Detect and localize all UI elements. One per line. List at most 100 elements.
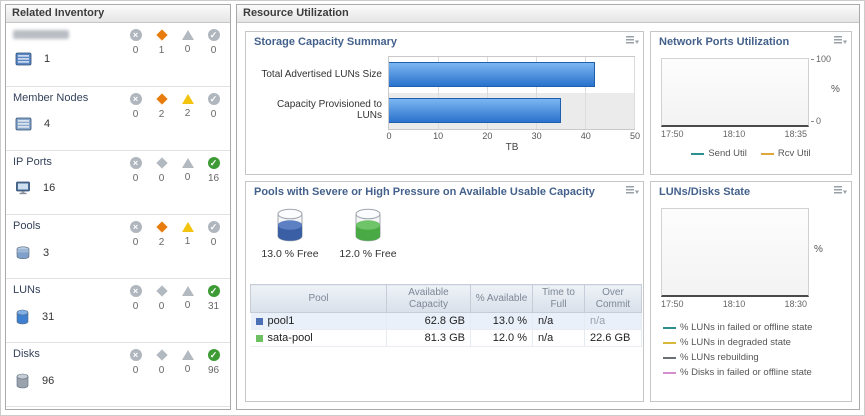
inventory-item-name: IP Ports	[13, 156, 52, 168]
gridline	[585, 57, 586, 129]
status-count: 1	[158, 45, 165, 56]
status-warning: 0	[175, 285, 200, 338]
fatal-status-icon: ×	[129, 93, 142, 105]
status-normal: ✓ 31	[201, 285, 226, 338]
x-axis-label: TB	[505, 142, 519, 153]
legend-item: Rcv Util	[760, 148, 811, 159]
x-tick-label: 0	[386, 131, 392, 141]
storage-capacity-title: Storage Capacity Summary	[254, 36, 398, 48]
pool-name-cell: pool1	[250, 312, 387, 330]
normal-status-icon: ✓	[207, 285, 220, 297]
inventory-item-count: 31	[42, 311, 55, 323]
status-normal: ✓ 0	[201, 93, 226, 146]
status-count: 1	[184, 236, 191, 247]
x-axis-ticks: 0 10 20 30 40 50	[386, 130, 640, 141]
network-ports-box: Network Ports Utilization 100 0 % 17:50 1…	[650, 31, 852, 175]
lun-icon	[15, 309, 30, 325]
legend-item: % LUNs in degraded state	[663, 337, 812, 348]
status-count: 0	[132, 237, 139, 248]
y-axis-max-label: 100	[811, 54, 831, 64]
warning-status-icon	[181, 222, 194, 232]
chart-legend: Send Util Rcv Util	[651, 148, 851, 159]
x-axis-ticks: 17:50 18:10 18:35	[661, 129, 807, 139]
status-count: 0	[132, 365, 139, 376]
y-axis-min-label: 0	[811, 116, 821, 126]
status-fatal: × 0	[123, 285, 148, 338]
chart-legend: % LUNs in failed or offline state % LUNs …	[663, 322, 812, 378]
y-axis-unit-label: %	[814, 244, 823, 255]
inventory-item-count: 96	[42, 375, 55, 387]
status-count: 0	[184, 364, 191, 375]
over-commit-cell: n/a	[584, 312, 642, 330]
chart-menu-icon[interactable]	[834, 186, 847, 200]
fatal-status-icon: ×	[129, 29, 142, 41]
over-commit-cell: 22.6 GB	[584, 329, 642, 347]
legend-item: Send Util	[691, 148, 747, 159]
status-count: 0	[132, 45, 139, 56]
related-inventory-panel: Related Inventory 1 × 0 1 0 ✓ 0 Member Nodes 4 × 0…	[5, 4, 231, 410]
x-tick-label: 18:10	[722, 129, 746, 139]
status-warning: 0	[175, 349, 200, 402]
x-tick-label: 18:10	[722, 299, 746, 309]
inventory-row[interactable]: 1 × 0 1 0 ✓ 0	[6, 23, 230, 87]
table-row[interactable]: sata-pool 81.3 GB 12.0 % n/a 22.6 GB	[250, 329, 642, 347]
resource-utilization-header: Resource Utilization	[237, 5, 859, 23]
legend-label: Rcv Util	[777, 148, 811, 159]
capacity-cylinder-icon	[277, 208, 303, 242]
bar	[389, 98, 561, 123]
network-chart-plot	[661, 58, 809, 127]
critical-status-icon	[155, 221, 168, 233]
status-count: 0	[184, 300, 191, 311]
table-row[interactable]: pool1 62.8 GB 13.0 % n/a n/a	[250, 312, 642, 330]
inventory-rows: 1 × 0 1 0 ✓ 0 Member Nodes 4 × 0 2 2 ✓ 0 IP Ports 16 × 0 0 0…	[6, 23, 230, 407]
pools-table: Pool Available Capacity% Available Time to…	[250, 284, 642, 347]
chart-menu-icon[interactable]	[626, 186, 639, 200]
status-critical: 2	[149, 93, 174, 146]
column-header: Pool	[250, 284, 387, 313]
legend-item: % LUNs in failed or offline state	[663, 322, 812, 333]
status-count: 0	[210, 45, 217, 56]
column-header: Available Capacity	[386, 284, 471, 313]
inventory-row[interactable]: IP Ports 16 × 0 0 0 ✓ 16	[6, 151, 230, 215]
inventory-item-name: Disks	[13, 348, 40, 360]
status-warning: 0	[175, 29, 200, 82]
storage-capacity-header: Storage Capacity Summary	[246, 32, 643, 52]
y-axis-unit-label: %	[831, 84, 840, 95]
fatal-status-icon: ×	[129, 285, 142, 297]
warning-status-icon	[181, 286, 194, 296]
status-critical: 1	[149, 29, 174, 82]
luns-disks-title: LUNs/Disks State	[659, 186, 751, 198]
inventory-row[interactable]: LUNs 31 × 0 0 0 ✓ 31	[6, 279, 230, 343]
status-warning: 2	[175, 93, 200, 146]
inventory-row[interactable]: Member Nodes 4 × 0 2 2 ✓ 0	[6, 87, 230, 151]
x-tick-label: 18:30	[784, 299, 807, 309]
legend-line-swatch	[663, 356, 676, 359]
status-count: 0	[158, 173, 165, 184]
storage-capacity-box: Storage Capacity Summary Total Advertise…	[245, 31, 644, 175]
resource-utilization-panel: Resource Utilization Storage Capacity Su…	[236, 4, 860, 410]
legend-label: % LUNs in degraded state	[680, 337, 791, 348]
pools-pressure-box: Pools with Severe or High Pressure on Av…	[245, 181, 644, 402]
chart-menu-icon[interactable]	[626, 36, 639, 50]
inventory-row[interactable]: Pools 3 × 0 2 1 ✓ 0	[6, 215, 230, 279]
status-count: 0	[132, 173, 139, 184]
series-bullet-icon	[255, 317, 263, 325]
bar-row	[389, 93, 634, 129]
status-count: 0	[132, 109, 139, 120]
pct-available-cell: 13.0 %	[470, 312, 533, 330]
normal-status-icon: ✓	[207, 93, 220, 105]
san-array-icon	[15, 52, 32, 66]
inventory-row[interactable]: Disks 96 × 0 0 0 ✓ 96	[6, 343, 230, 407]
status-count: 0	[210, 109, 217, 120]
chart-menu-icon[interactable]	[834, 36, 847, 50]
normal-status-icon: ✓	[207, 29, 220, 41]
status-count: 2	[158, 109, 165, 120]
gridline	[634, 57, 635, 129]
status-critical: 0	[149, 157, 174, 210]
status-count: 96	[207, 365, 220, 376]
x-tick-label: 30	[531, 131, 542, 141]
x-tick-label: 17:50	[661, 299, 684, 309]
x-tick-label: 50	[629, 131, 641, 141]
status-count: 0	[132, 301, 139, 312]
